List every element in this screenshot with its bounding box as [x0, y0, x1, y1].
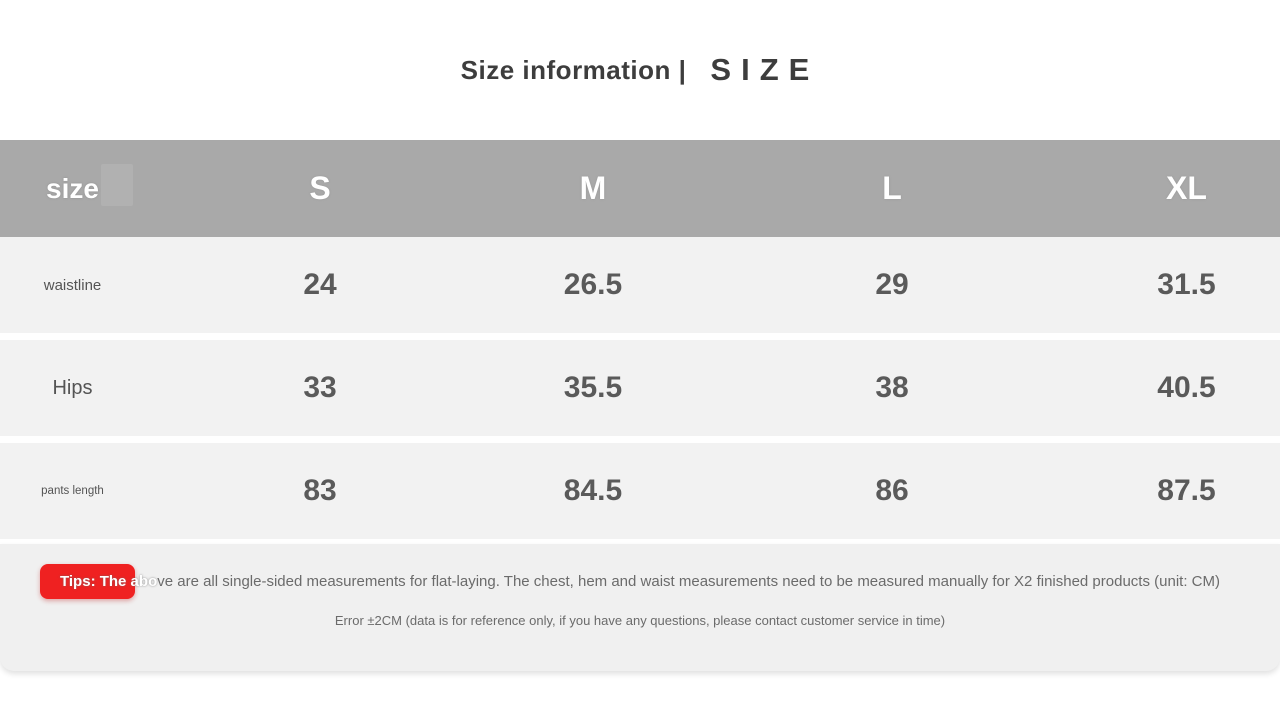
cell-hips-l: 38 [875, 371, 909, 404]
cell-waistline-s: 24 [303, 268, 337, 301]
table-header-size-label: size [46, 172, 99, 204]
cell-pants-length-xl: 87.5 [1157, 474, 1216, 507]
tips-line: Tips: The above are all single-sided mea… [0, 564, 1280, 599]
row-label-waistline: waistline [43, 276, 102, 294]
table-row: pants length 83 84.5 86 87.5 [0, 443, 1280, 539]
error-note: Error ±2CM (data is for reference only, … [334, 613, 946, 628]
table-row: waistline 24 26.5 29 31.5 [0, 237, 1280, 333]
page-title-size-label: SIZE [710, 52, 820, 87]
column-header-xl: XL [1166, 170, 1207, 206]
row-label-pants-length: pants length [41, 485, 104, 497]
cell-pants-length-l: 86 [875, 474, 909, 507]
cell-waistline-l: 29 [875, 268, 909, 301]
table-row: Hips 33 35.5 38 40.5 [0, 340, 1280, 436]
tips-rest-text: ve are all single-sided measurements for… [157, 573, 1220, 590]
page-title-text: Size information | [460, 54, 687, 85]
cell-pants-length-s: 83 [303, 474, 337, 507]
tips-badge-text: Tips: The abo [60, 573, 158, 590]
tips-text: Tips: The above are all single-sided mea… [40, 564, 1220, 599]
tips-section: Tips: The above are all single-sided mea… [0, 544, 1280, 671]
table-header-row: size S M L XL [0, 140, 1280, 237]
row-label-hips: Hips [52, 376, 93, 399]
cell-hips-m: 35.5 [563, 371, 623, 404]
column-header-l: L [882, 170, 902, 206]
cell-hips-xl: 40.5 [1157, 371, 1216, 404]
size-table: size S M L XL waistline 24 26.5 29 31.5 … [0, 140, 1280, 539]
column-header-s: S [309, 170, 331, 206]
tips-badge [40, 564, 135, 599]
cell-hips-s: 33 [303, 371, 337, 404]
cell-waistline-m: 26.5 [563, 268, 623, 301]
cell-pants-length-m: 84.5 [563, 474, 623, 507]
cell-waistline-xl: 31.5 [1157, 268, 1216, 301]
column-header-m: M [579, 170, 607, 206]
header-watermark-patch [101, 164, 133, 206]
page-title: Size information | SIZE [0, 0, 1280, 140]
